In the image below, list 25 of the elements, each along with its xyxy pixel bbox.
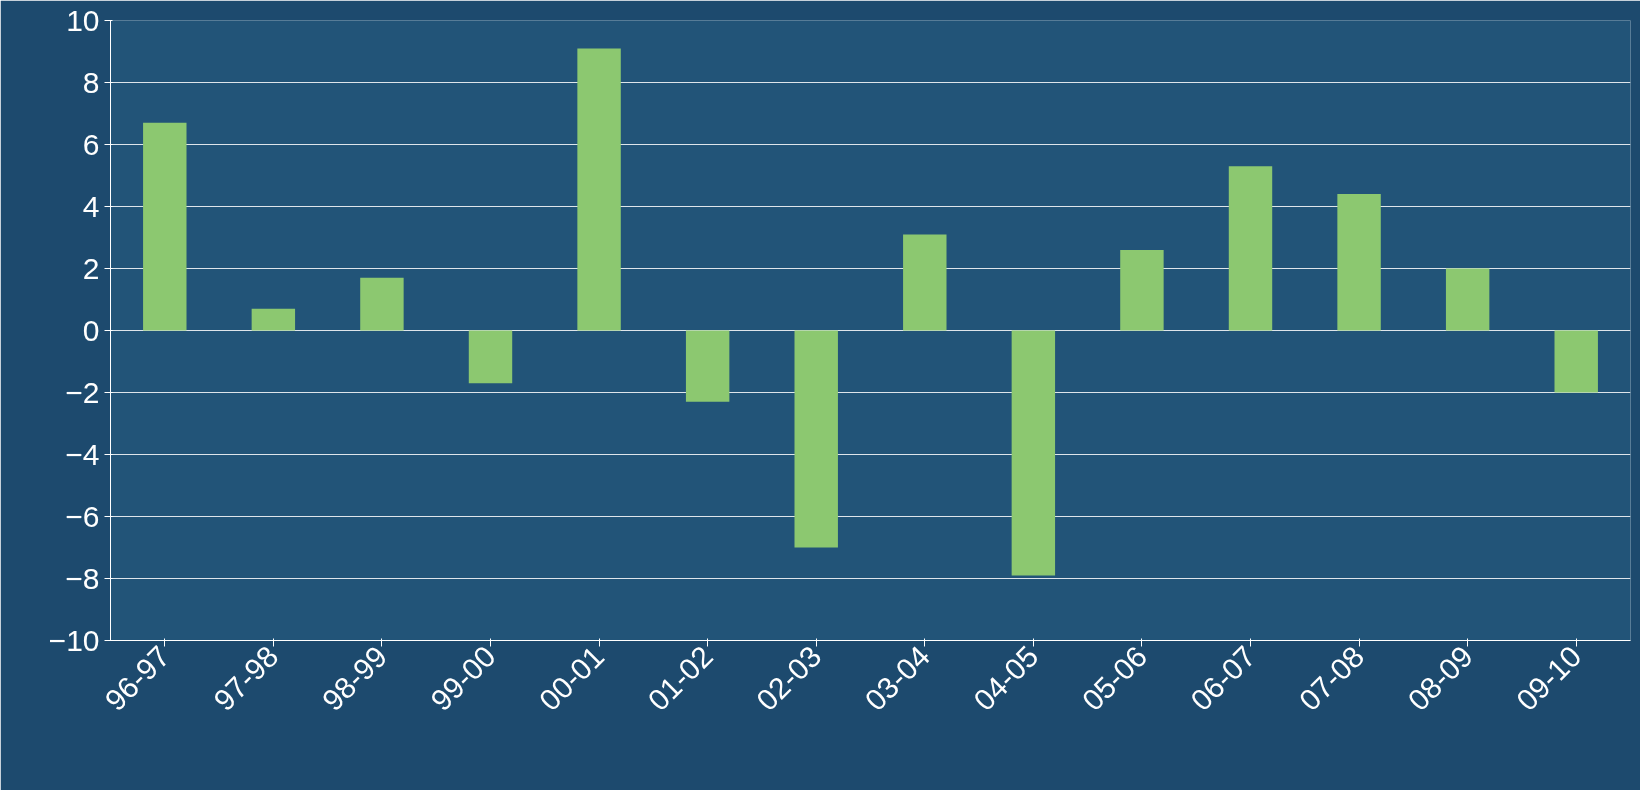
bar bbox=[1011, 330, 1056, 576]
y-tick-label: 2 bbox=[82, 251, 100, 285]
bar bbox=[794, 330, 838, 548]
y-tick-label: −6 bbox=[65, 499, 100, 533]
bar bbox=[577, 48, 621, 331]
y-tick-label: 8 bbox=[82, 65, 100, 99]
bar bbox=[360, 277, 404, 331]
bar bbox=[468, 330, 513, 384]
bar bbox=[1337, 194, 1381, 331]
y-tick-label: 4 bbox=[82, 189, 100, 223]
bar bbox=[1228, 166, 1273, 331]
bar bbox=[685, 330, 730, 402]
bar bbox=[1120, 249, 1164, 331]
bar bbox=[1554, 330, 1598, 393]
y-tick-label: −10 bbox=[48, 623, 100, 657]
y-tick-label: 10 bbox=[66, 3, 100, 37]
bar bbox=[251, 308, 296, 331]
bar bbox=[1445, 268, 1490, 331]
y-tick-label: 0 bbox=[82, 313, 100, 347]
y-tick-label: −8 bbox=[65, 561, 100, 595]
y-tick-label: −4 bbox=[65, 437, 100, 471]
bar bbox=[903, 234, 947, 331]
bar bbox=[143, 122, 187, 331]
y-tick-label: 6 bbox=[82, 127, 100, 161]
y-tick-label: −2 bbox=[65, 375, 100, 409]
